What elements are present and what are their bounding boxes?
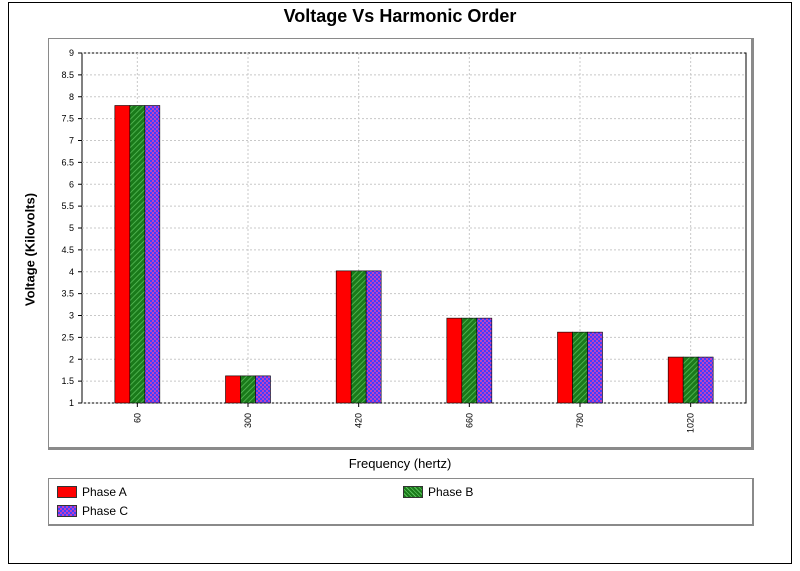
bar-phase-a-1020 <box>667 356 684 404</box>
bar-phase-a-60 <box>114 105 131 404</box>
x-axis-label: Frequency (hertz) <box>348 456 452 471</box>
x-tick-label: 660 <box>464 413 474 428</box>
x-tick-label: 60 <box>132 413 142 423</box>
y-tick-label: 4.5 <box>61 245 74 255</box>
bar-phase-a-300 <box>225 375 241 404</box>
y-tick-label: 1.5 <box>61 376 74 386</box>
bar-phase-b-300 <box>240 375 256 404</box>
bar-phase-b-420 <box>350 270 367 404</box>
legend-label-phase-c: Phase C <box>82 504 129 518</box>
y-tick-label: 1 <box>69 398 74 408</box>
legend-item-phase-c: Phase C <box>57 504 128 518</box>
legend-label-phase-a: Phase A <box>82 485 127 499</box>
y-tick-label: 3.5 <box>61 289 74 299</box>
bar-phase-c-1020 <box>697 356 714 404</box>
x-tick-label: 420 <box>354 413 364 428</box>
y-tick-label: 8 <box>69 92 74 102</box>
bar-phase-c-780 <box>587 331 603 404</box>
bar-phase-c-660 <box>476 317 493 404</box>
chart-title: Voltage Vs Harmonic Order <box>283 6 517 26</box>
y-tick-label: 9 <box>69 48 74 58</box>
legend-label-phase-b: Phase B <box>428 485 474 499</box>
y-axis-label: Voltage (Kilovolts) <box>22 192 38 307</box>
y-tick-label: 3 <box>69 311 74 321</box>
y-tick-label: 6 <box>69 179 74 189</box>
x-tick-label: 1020 <box>686 413 696 433</box>
legend-swatch-phase-a <box>57 486 77 498</box>
y-tick-label: 5.5 <box>61 201 74 211</box>
bar-phase-b-660 <box>461 317 478 404</box>
y-tick-label: 5 <box>69 223 74 233</box>
bar-phase-b-1020 <box>682 356 699 404</box>
y-tick-label: 7.5 <box>61 114 74 124</box>
x-tick-label: 780 <box>575 413 585 428</box>
y-tick-label: 6.5 <box>61 157 74 167</box>
legend: Phase A Phase B Phase C <box>48 478 754 526</box>
y-tick-label: 4 <box>69 267 74 277</box>
bar-phase-b-60 <box>129 105 146 404</box>
x-tick-label: 300 <box>243 413 253 428</box>
bar-phase-c-60 <box>144 105 161 404</box>
bar-phase-c-420 <box>365 270 382 404</box>
bar-phase-a-420 <box>335 270 352 404</box>
y-tick-label: 7 <box>69 136 74 146</box>
bar-phase-c-300 <box>255 375 271 404</box>
y-tick-label: 2 <box>69 354 74 364</box>
bar-phase-b-780 <box>572 331 588 404</box>
bar-phase-a-780 <box>557 331 573 404</box>
legend-swatch-phase-c <box>57 505 77 517</box>
y-tick-label: 8.5 <box>61 70 74 80</box>
bar-phase-a-660 <box>446 317 463 404</box>
legend-swatch-phase-b <box>403 486 423 498</box>
legend-item-phase-a: Phase A <box>57 485 127 499</box>
y-tick-label: 2.5 <box>61 332 74 342</box>
legend-item-phase-b: Phase B <box>403 485 473 499</box>
